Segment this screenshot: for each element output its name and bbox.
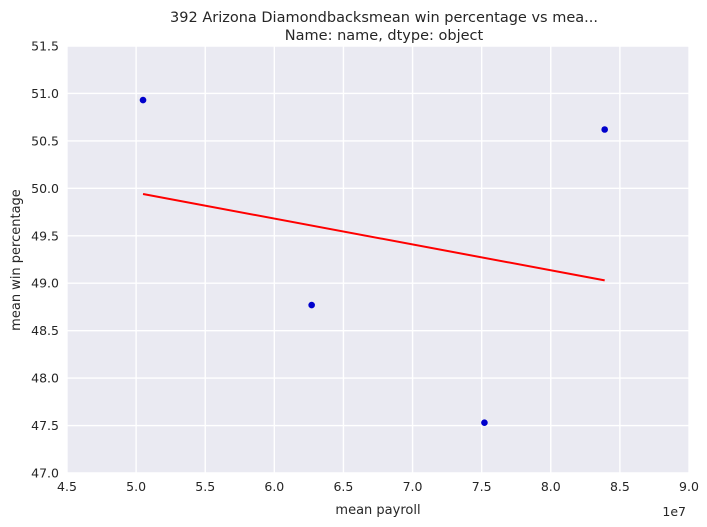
y-tick-label: 47.5 <box>31 418 59 433</box>
grid <box>66 45 690 474</box>
chart-title-line1: 392 Arizona Diamondbacksmean win percent… <box>170 10 598 26</box>
x-axis-label: mean payroll <box>335 503 420 518</box>
x-tick-label: 9.0 <box>679 479 699 494</box>
y-tick-label: 50.5 <box>31 133 59 148</box>
x-tick-label: 4.5 <box>57 479 77 494</box>
y-tick-label: 48.0 <box>31 371 59 386</box>
data-series <box>139 96 608 427</box>
y-tick-label: 48.5 <box>31 323 59 338</box>
scatter-point <box>601 126 608 133</box>
x-offset-label: 1e7 <box>662 504 686 519</box>
y-axis-label: mean win percentage <box>9 189 24 331</box>
y-tick-label: 51.5 <box>31 39 59 54</box>
scatter-point <box>139 96 147 104</box>
x-tick-label: 8.5 <box>610 479 630 494</box>
y-tick-label: 51.0 <box>31 86 59 101</box>
x-tick-labels: 4.5 5.0 5.5 6.0 6.5 7.0 7.5 8.0 8.5 9.0 <box>57 479 699 494</box>
plot-area <box>67 46 689 473</box>
y-tick-label: 50.0 <box>31 181 59 196</box>
y-tick-label: 49.5 <box>31 228 59 243</box>
x-tick-label: 6.0 <box>264 479 284 494</box>
x-tick-label: 7.5 <box>472 479 492 494</box>
y-tick-label: 47.0 <box>31 466 59 481</box>
x-tick-label: 5.5 <box>195 479 215 494</box>
scatter-point <box>308 301 315 309</box>
x-tick-label: 6.5 <box>333 479 353 494</box>
x-tick-label: 5.0 <box>126 479 146 494</box>
fit-line <box>142 193 605 282</box>
scatter-point <box>481 419 488 427</box>
y-tick-labels: 47.0 47.5 48.0 48.5 49.0 49.5 50.0 50.5 51.0 51.5 <box>31 39 59 481</box>
x-tick-label: 7.0 <box>403 479 423 494</box>
x-tick-label: 8.0 <box>541 479 561 494</box>
chart-title-line2: Name: name, dtype: object <box>285 28 484 44</box>
y-tick-label: 49.0 <box>31 276 59 291</box>
